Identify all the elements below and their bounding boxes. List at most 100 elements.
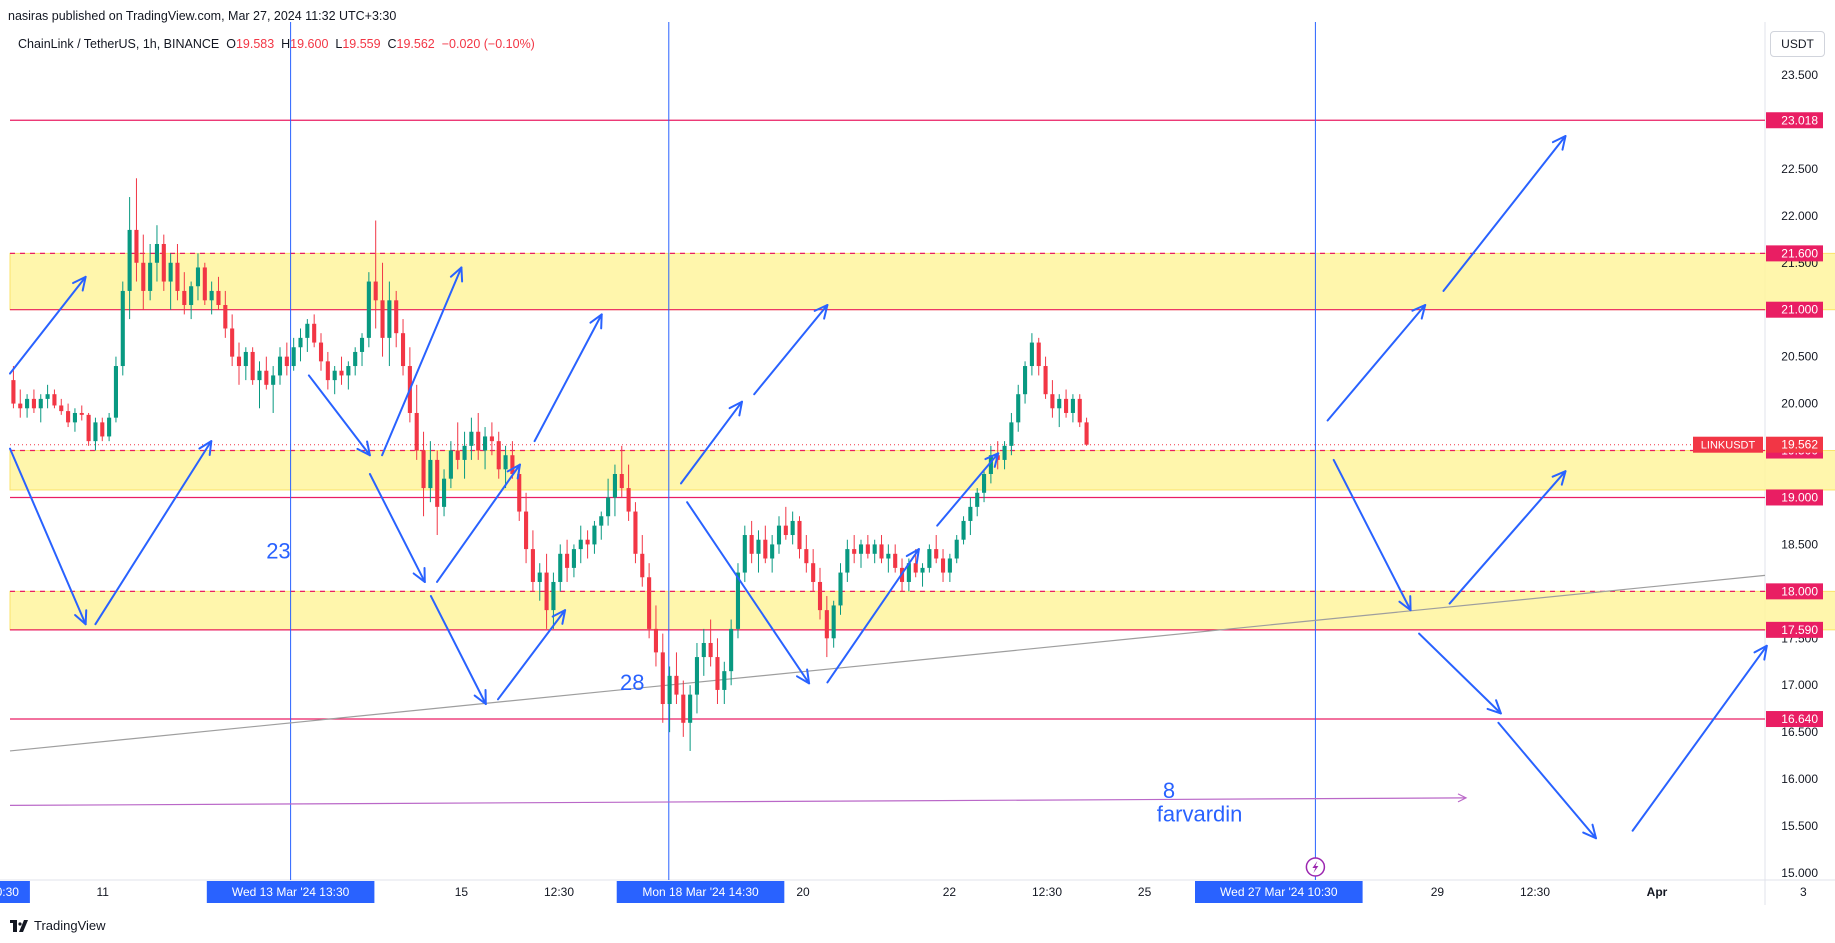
candle-body: [852, 549, 857, 554]
forecast-arrow: [9, 447, 87, 626]
candle-body: [66, 411, 71, 423]
x-tick-label: Apr: [1647, 885, 1668, 899]
candle-body: [25, 398, 30, 409]
candle-body: [906, 563, 911, 582]
forecast-arrow: [680, 400, 743, 485]
candle-body: [804, 549, 809, 564]
candle-body: [1009, 422, 1014, 446]
candle-body: [845, 549, 850, 573]
candle-body: [93, 422, 98, 442]
level-price-tag: [1766, 301, 1823, 318]
forecast-arrow-head: [1551, 135, 1567, 151]
candle-body: [688, 694, 693, 723]
change-value: −0.020 (−0.10%): [441, 37, 535, 51]
time-axis-highlight-label: 10:30: [0, 885, 19, 899]
candle-body: [934, 549, 939, 559]
symbol-name[interactable]: ChainLink / TetherUS, 1h, BINANCE: [18, 37, 220, 51]
candle-body: [517, 474, 522, 512]
forecast-arrow: [826, 548, 920, 684]
forecast-arrow-head: [796, 668, 811, 685]
currency-button[interactable]: USDT: [1770, 31, 1825, 57]
candle-body: [257, 370, 262, 381]
candle-body: [189, 286, 194, 306]
forecast-arrow: [936, 452, 1000, 527]
level-price-label: 19.000: [1781, 490, 1818, 504]
trend-line: [9, 574, 1766, 752]
candle-body: [141, 262, 146, 291]
forecast-arrow: [436, 463, 521, 583]
candle-body: [510, 455, 515, 474]
y-tick-label: 20.500: [1781, 350, 1818, 364]
candle-body: [312, 323, 317, 343]
candle-body: [681, 694, 686, 723]
current-price-label: 19.562: [1781, 438, 1818, 452]
forecast-arrow: [1497, 721, 1597, 840]
purple-ray-head: [1457, 793, 1468, 803]
candle-body: [298, 337, 303, 348]
time-axis-highlight-label: Mon 18 Mar '24 14:30: [642, 885, 759, 899]
candle-body: [284, 356, 289, 367]
tradingview-logo[interactable]: TradingView: [10, 918, 106, 933]
candle-body: [647, 577, 652, 629]
candle-body: [824, 610, 829, 639]
candle-body: [612, 474, 617, 498]
candle-body: [366, 281, 371, 338]
candle-body: [325, 361, 330, 381]
forecast-arrow: [307, 374, 371, 457]
forecast-arrow-head: [449, 266, 464, 283]
y-tick-label: 22.000: [1781, 209, 1818, 223]
open-label: O: [226, 37, 236, 51]
candle-body: [742, 535, 747, 573]
x-tick-label: 22: [943, 885, 957, 899]
candle-body: [585, 539, 590, 545]
candle-body: [86, 414, 91, 442]
candle-body: [414, 412, 419, 451]
candle-body: [52, 394, 57, 406]
candle-body: [701, 642, 706, 658]
candle-body: [988, 455, 993, 474]
candle-body: [469, 431, 474, 446]
forecast-arrow: [9, 275, 87, 375]
candle-body: [168, 262, 173, 282]
y-tick-label: 23.500: [1781, 68, 1818, 82]
candle-body: [626, 488, 631, 512]
candle-body: [1002, 445, 1007, 460]
forecast-arrow-head: [984, 452, 1000, 468]
candle-body: [770, 544, 775, 559]
level-price-label: 18.000: [1781, 584, 1818, 598]
candle-body: [947, 558, 952, 573]
candle-body: [544, 572, 549, 611]
y-tick-label: 22.500: [1781, 162, 1818, 176]
tradingview-logo-text: TradingView: [34, 918, 106, 933]
candle-body: [175, 262, 180, 291]
candle-body: [59, 405, 64, 412]
candle-body: [879, 544, 884, 559]
forecast-arrow: [381, 266, 463, 457]
candle-body: [100, 422, 105, 437]
candle-body: [353, 351, 358, 367]
low-value: 19.559: [342, 37, 381, 51]
forecast-arrow-head: [1551, 470, 1567, 486]
candle-body: [1064, 398, 1069, 413]
chart-annotation: 23: [266, 538, 290, 563]
zones-layer: [9, 252, 1835, 631]
candle-body: [373, 281, 378, 301]
candles-layer: [11, 178, 1089, 751]
purple-ray: [9, 797, 1467, 807]
candle-body: [653, 628, 658, 653]
chart-annotation: 28: [620, 670, 644, 695]
candle-body: [120, 290, 125, 367]
level-price-tag: [1766, 489, 1823, 506]
candle-body: [893, 553, 898, 568]
candle-body: [462, 445, 467, 460]
y-tick-label: 15.000: [1781, 866, 1818, 880]
candle-body: [148, 262, 153, 291]
candle-body: [606, 497, 611, 517]
trend-layer: [9, 22, 1766, 880]
candle-body: [483, 436, 488, 451]
forecast-arrow: [1418, 632, 1502, 715]
forecast-arrow-head: [905, 548, 920, 564]
candle-body: [927, 549, 932, 568]
candle-body: [565, 553, 570, 568]
